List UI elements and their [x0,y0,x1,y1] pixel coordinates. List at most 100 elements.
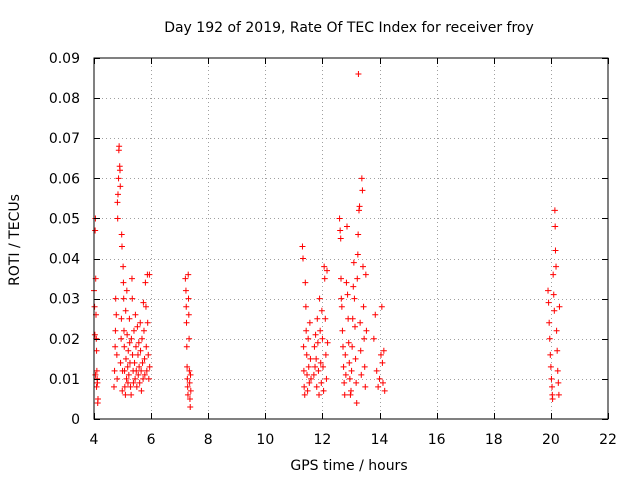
data-point [120,295,127,302]
data-point [129,351,136,358]
data-point [321,275,328,282]
data-point [120,279,127,286]
data-point [119,387,126,394]
y-tick-label: 0.08 [49,91,80,107]
data-point [114,199,121,206]
data-point [552,247,559,254]
data-point [342,351,349,358]
data-point [375,383,382,390]
data-point [381,387,388,394]
data-point [340,363,347,370]
data-point [126,339,133,346]
data-point [337,227,344,234]
data-point [128,275,135,282]
data-point [341,379,348,386]
data-point [324,267,331,274]
data-point [93,347,100,354]
data-point [122,355,129,362]
data-point [122,391,129,398]
data-point [341,391,348,398]
data-point [118,231,125,238]
data-point [356,203,363,210]
data-point [353,399,360,406]
data-point [93,367,100,374]
data-point [134,351,141,358]
data-point [132,343,139,350]
data-point [344,223,351,230]
data-point [350,259,357,266]
data-point [339,327,346,334]
data-point [351,323,358,330]
data-point [555,379,562,386]
data-point [315,367,322,374]
data-point [350,283,357,290]
data-point [141,371,148,378]
axis-ticks: 4 6 8 10 12 14 16 18 20 22 0 0.01 0.02 0.03 0.04 0.05 0.… [49,51,617,448]
data-point [184,391,191,398]
data-point [546,335,553,342]
data-point [94,395,101,402]
data-point [146,363,153,370]
data-point [300,343,307,350]
data-point [132,375,139,382]
data-point [141,355,148,362]
data-point [316,295,323,302]
data-point [115,175,122,182]
data-point [349,315,356,322]
data-point [117,183,124,190]
data-point [348,387,354,394]
x-tick-label: 14 [371,432,389,448]
data-point [370,335,377,342]
data-point [136,363,143,370]
data-point [306,379,313,386]
data-point [142,279,149,286]
data-point [377,351,384,358]
data-point [124,363,131,370]
data-point [347,391,354,398]
data-point [186,367,193,374]
data-point [302,279,309,286]
data-point [376,375,383,382]
data-point [343,279,350,286]
data-point [340,343,347,350]
data-point [112,327,119,334]
data-point [312,331,319,338]
y-tick-label: 0.04 [49,252,80,268]
data-point [118,243,125,250]
data-point [134,323,141,330]
data-point [129,295,136,302]
x-tick-label: 16 [428,432,446,448]
data-point [182,287,189,294]
data-point [545,299,552,306]
data-point [554,347,561,354]
data-point [116,143,123,150]
data-point [138,335,145,342]
y-tick-label: 0.05 [49,211,80,227]
data-point [553,327,560,334]
data-point [316,391,323,398]
data-point [112,295,119,302]
data-point [126,315,133,322]
data-point [133,383,140,390]
x-tick-label: 8 [204,432,213,448]
data-point [353,379,360,386]
data-point [145,351,152,358]
data-point [357,319,364,326]
data-point [337,235,344,242]
data-point [373,367,380,374]
y-axis-label: ROTI / TECUs [7,194,23,286]
data-point [187,371,194,378]
data-point [342,371,349,378]
data-point [299,243,306,250]
data-point [132,311,139,318]
data-point [114,375,121,382]
data-point [323,375,330,382]
data-point [120,263,127,270]
data-point [92,371,99,378]
data-point [361,335,368,342]
data-point [111,367,118,374]
data-point [116,167,123,174]
data-point [91,331,98,338]
data-point [144,319,151,326]
data-point [187,403,194,410]
